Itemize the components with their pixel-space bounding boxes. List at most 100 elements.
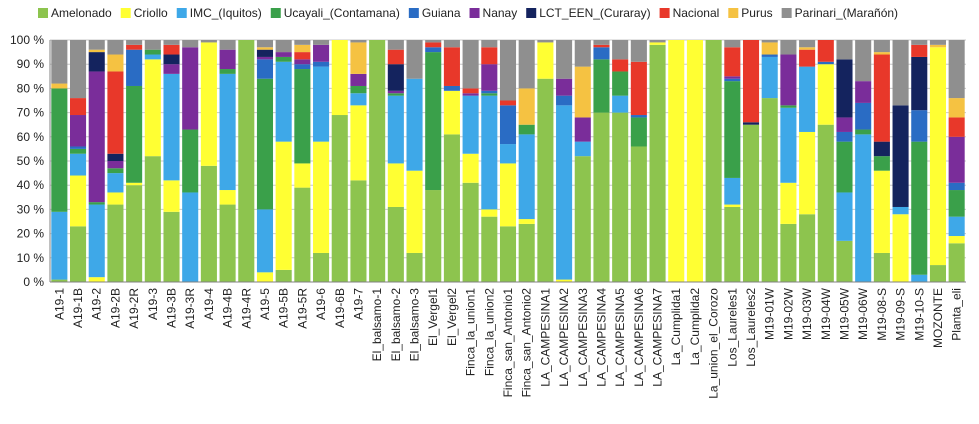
x-tick-label: A19-1	[52, 288, 66, 320]
bar-segment	[836, 192, 853, 241]
bar-segment	[70, 175, 87, 227]
x-tick-label: M19-08-S	[875, 288, 889, 341]
y-tick-label: 80 %	[17, 81, 45, 95]
bar-segment	[518, 40, 535, 89]
bar-segment	[126, 49, 143, 86]
bar-segment	[911, 56, 928, 111]
x-tick-label: A19-4B	[221, 288, 235, 328]
x-tick-label: A19-7	[351, 288, 365, 320]
legend-label: Parinari_(Marañón)	[795, 6, 898, 20]
bar-segment	[724, 76, 741, 79]
bar-segment	[499, 163, 517, 227]
bar-segment	[556, 105, 573, 280]
bar-segment	[518, 223, 535, 282]
bar-segment	[144, 49, 161, 55]
x-tick-label: M19-10-S	[912, 288, 926, 341]
bar-segment	[462, 95, 479, 154]
bar-segment	[873, 156, 890, 171]
bar-segment	[70, 148, 87, 154]
bar-segment	[51, 211, 68, 280]
x-tick-label: La_Cumplida2	[688, 288, 702, 366]
bar-segment	[780, 40, 797, 55]
bar-segment	[836, 59, 853, 118]
bar-segment	[462, 40, 479, 89]
x-tick-label: A19-3	[146, 288, 160, 320]
bar-segment	[350, 42, 367, 74]
y-tick-label: 0 %	[23, 275, 44, 289]
bar-segment	[182, 129, 199, 193]
bar-segment	[70, 115, 87, 147]
y-tick-label: 20 %	[17, 227, 45, 241]
bar-segment	[256, 78, 274, 210]
bar-segment	[556, 279, 573, 282]
bar-segment	[742, 122, 760, 125]
legend-label: Nacional	[673, 6, 720, 20]
bar-segment	[948, 182, 965, 191]
bar-segment	[126, 40, 143, 45]
bar-segment	[911, 141, 928, 275]
bar-segment	[630, 117, 647, 147]
legend-swatch	[659, 8, 670, 18]
bar-segment	[256, 49, 274, 57]
bar-segment	[724, 78, 741, 82]
bar-segment	[761, 42, 778, 55]
bar-segment	[705, 40, 722, 282]
x-tick-label: LA_CAMPESINA6	[632, 288, 646, 387]
bar-segment	[649, 44, 666, 283]
bar-segment	[275, 56, 292, 62]
bar-segment	[163, 211, 180, 282]
bar-segment	[275, 52, 292, 57]
bar-segment	[462, 153, 479, 183]
bar-segment	[761, 56, 778, 99]
x-tick-label: LA_CAMPESINA3	[576, 288, 590, 387]
bar-segment	[144, 40, 161, 50]
bar-segment	[294, 69, 311, 164]
bar-segment	[799, 40, 816, 48]
x-tick-label: A19-5B	[277, 288, 291, 328]
x-tick-label: A19-6B	[333, 288, 347, 328]
bar-segment	[836, 117, 853, 132]
bar-segment	[537, 40, 554, 43]
bar-segment	[256, 47, 274, 50]
bar-segment	[780, 223, 797, 282]
bar-segment	[70, 226, 87, 282]
bar-segment	[406, 40, 423, 79]
bar-segment	[742, 40, 760, 123]
bar-segment	[855, 129, 872, 135]
x-tick-label: La_Cumplida1	[669, 288, 683, 366]
bar-segment	[313, 44, 330, 62]
bar-segment	[163, 54, 180, 65]
x-tick-label: M19-05W	[837, 287, 851, 340]
bar-segment	[182, 40, 199, 48]
legend-label: Amelonado	[51, 6, 112, 20]
bar-segment	[817, 124, 834, 282]
bar-segment	[294, 64, 311, 70]
x-tick-label: A19-2R	[127, 288, 141, 329]
bar-segment	[51, 83, 68, 89]
x-tick-label: Finca_la_union1	[464, 288, 478, 376]
x-tick-label: M19-09-S	[894, 288, 908, 341]
bar-segment	[256, 40, 274, 48]
y-tick-label: 50 %	[17, 154, 45, 168]
bar-segment	[499, 100, 517, 106]
bar-segment	[331, 40, 348, 116]
bar-segment	[313, 61, 330, 67]
bar-segment	[481, 64, 498, 91]
bar-segment	[219, 204, 236, 282]
bar-segment	[126, 185, 143, 282]
bar-segment	[387, 90, 404, 94]
bar-segment	[425, 52, 442, 191]
bar-segment	[855, 102, 872, 130]
bar-segment	[574, 117, 591, 142]
bar-segment	[70, 40, 87, 99]
bar-segment	[425, 40, 442, 43]
bar-segment	[294, 59, 311, 65]
bar-segment	[948, 216, 965, 237]
bar-segment	[518, 124, 535, 135]
bar-segment	[144, 54, 161, 60]
bar-segment	[425, 47, 442, 53]
axis-layer: 0 % 10 % 20 % 30 % 40 % 50 % 60 % 70 % 80 % 90 % 1…	[10, 33, 966, 399]
bar-segment	[499, 105, 517, 145]
bar-segment	[182, 192, 199, 282]
bar-segment	[350, 73, 367, 86]
